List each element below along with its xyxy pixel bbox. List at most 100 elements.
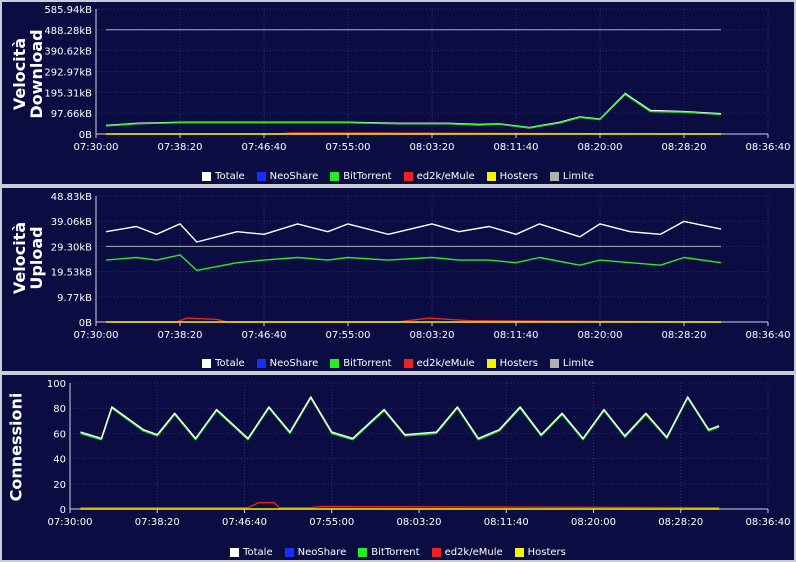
legend-swatch xyxy=(256,359,266,368)
legend-item-neoshare: NeoShare xyxy=(256,358,319,369)
y-tick-label: 40 xyxy=(53,455,66,466)
x-tick-label: 08:20:00 xyxy=(578,330,623,341)
x-tick-label: 08:20:00 xyxy=(578,142,623,153)
legend-swatch xyxy=(549,359,559,368)
y-tick-label: 48.83kB xyxy=(51,192,92,203)
legend-item-totale: Totale xyxy=(202,171,245,182)
x-tick-label: 08:11:40 xyxy=(494,142,539,153)
download-legend: Totale NeoShare BitTorrent ed2k/eMule Hoster… xyxy=(2,171,794,182)
legend-label: Totale xyxy=(243,547,273,558)
connections-series-bittorrent xyxy=(80,397,720,441)
x-tick-label: 07:46:40 xyxy=(222,517,267,528)
x-tick-label: 08:03:20 xyxy=(410,142,455,153)
x-tick-label: 08:36:40 xyxy=(746,517,791,528)
upload-series-bittorrent xyxy=(106,254,722,272)
y-tick-label: 0B xyxy=(79,130,92,141)
legend-swatch xyxy=(202,359,212,368)
download-ylabel-line1: Velocità xyxy=(10,37,29,111)
y-tick-label: 9.77kB xyxy=(57,293,92,304)
upload-chart: 0B 9.77kB 19.53kB 29.30kB 39.06kB 48.83kB 07:3… xyxy=(51,192,791,341)
connections-series-totale xyxy=(80,396,720,440)
y-tick-label: 0B xyxy=(79,318,92,329)
legend-item-limite: Limite xyxy=(549,358,594,369)
connections-ylabel: Connessioni xyxy=(6,392,26,502)
connections-chart: 0 20 40 60 80 100 07:30:00 07:38:20 07:46:40 07:5… xyxy=(47,379,791,528)
x-tick-label: 07:38:20 xyxy=(158,142,203,153)
legend-swatch xyxy=(403,359,413,368)
legend-swatch xyxy=(486,359,496,368)
upload-speed-panel: Velocità Upload 0B 9.77kB 19.53kB 29.30kB 39… xyxy=(2,188,794,371)
legend-swatch xyxy=(431,548,441,557)
y-tick-label: 20 xyxy=(53,480,66,491)
upload-ylabel-line1: Velocità xyxy=(10,221,29,295)
legend-item-hosters: Hosters xyxy=(514,547,566,558)
x-tick-label: 08:28:20 xyxy=(662,330,707,341)
legend-item-bittorrent: BitTorrent xyxy=(330,358,392,369)
x-tick-label: 07:46:40 xyxy=(242,142,287,153)
y-tick-label: 195.31kB xyxy=(44,88,92,99)
legend-swatch xyxy=(256,172,266,181)
legend-label: BitTorrent xyxy=(343,171,392,182)
legend-label: Totale xyxy=(215,171,245,182)
legend-item-limite: Limite xyxy=(549,171,594,182)
x-tick-label: 08:03:20 xyxy=(410,330,455,341)
y-tick-label: 60 xyxy=(53,429,66,440)
x-tick-label: 08:11:40 xyxy=(484,517,529,528)
y-tick-label: 19.53kB xyxy=(51,268,92,279)
legend-swatch xyxy=(330,172,340,181)
x-tick-label: 07:55:00 xyxy=(309,517,354,528)
legend-item-hosters: Hosters xyxy=(486,171,538,182)
legend-item-bittorrent: BitTorrent xyxy=(358,547,420,558)
connections-ylabel-line1: Connessioni xyxy=(6,392,26,502)
x-tick-label: 07:38:20 xyxy=(135,517,180,528)
legend-swatch xyxy=(358,548,368,557)
legend-item-neoshare: NeoShare xyxy=(284,547,347,558)
y-tick-label: 97.66kB xyxy=(51,109,92,120)
legend-label: Hosters xyxy=(499,358,538,369)
download-speed-panel: Velocità Download 0B 97.66kB 195.31kB 292.9… xyxy=(2,2,794,184)
x-tick-label: 08:28:20 xyxy=(662,142,707,153)
legend-label: ed2k/eMule xyxy=(444,547,503,558)
connections-panel: Connessioni 0 20 40 60 80 100 07:30:00 07:38:20… xyxy=(2,375,794,560)
legend-item-ed2k-emule: ed2k/eMule xyxy=(431,547,503,558)
legend-label: Hosters xyxy=(499,171,538,182)
x-tick-label: 08:11:40 xyxy=(494,330,539,341)
legend-swatch xyxy=(403,172,413,181)
connections-legend: Totale NeoShare BitTorrent ed2k/eMule Hoster… xyxy=(2,547,794,558)
x-tick-label: 07:30:00 xyxy=(74,330,119,341)
x-tick-label: 07:55:00 xyxy=(326,142,371,153)
x-tick-label: 08:36:40 xyxy=(746,330,791,341)
legend-label: Totale xyxy=(215,358,245,369)
legend-label: NeoShare xyxy=(297,547,347,558)
legend-label: NeoShare xyxy=(269,358,319,369)
x-tick-label: 08:03:20 xyxy=(397,517,442,528)
download-ylabel-line2: Download xyxy=(27,29,46,119)
y-tick-label: 390.62kB xyxy=(44,47,92,58)
x-tick-label: 08:20:00 xyxy=(571,517,616,528)
upload-ylabel: Velocità Upload xyxy=(10,221,46,295)
y-tick-label: 292.97kB xyxy=(44,68,92,79)
legend-swatch xyxy=(486,172,496,181)
x-tick-label: 07:38:20 xyxy=(158,330,203,341)
legend-item-ed2k-emule: ed2k/eMule xyxy=(403,358,475,369)
y-tick-label: 29.30kB xyxy=(51,242,92,253)
legend-item-totale: Totale xyxy=(202,358,245,369)
x-tick-label: 08:36:40 xyxy=(746,142,791,153)
y-tick-label: 488.28kB xyxy=(44,26,92,37)
legend-item-ed2k-emule: ed2k/eMule xyxy=(403,171,475,182)
legend-item-neoshare: NeoShare xyxy=(256,171,318,182)
download-chart: 0B 97.66kB 195.31kB 292.97kB 390.62kB 488.28k… xyxy=(44,5,791,153)
download-series-bittorrent xyxy=(106,93,722,129)
legend-item-bittorrent: BitTorrent xyxy=(330,171,392,182)
upload-legend: Totale NeoShare BitTorrent ed2k/eMule Hoster… xyxy=(2,358,794,369)
legend-label: ed2k/eMule xyxy=(416,358,475,369)
legend-swatch xyxy=(549,172,559,181)
legend-swatch xyxy=(284,548,294,557)
x-tick-label: 08:28:20 xyxy=(658,517,703,528)
legend-label: BitTorrent xyxy=(371,547,420,558)
legend-label: Limite xyxy=(562,171,594,182)
legend-label: Limite xyxy=(562,358,594,369)
legend-label: BitTorrent xyxy=(343,358,392,369)
x-tick-label: 07:46:40 xyxy=(242,330,287,341)
x-tick-label: 07:30:00 xyxy=(74,142,119,153)
